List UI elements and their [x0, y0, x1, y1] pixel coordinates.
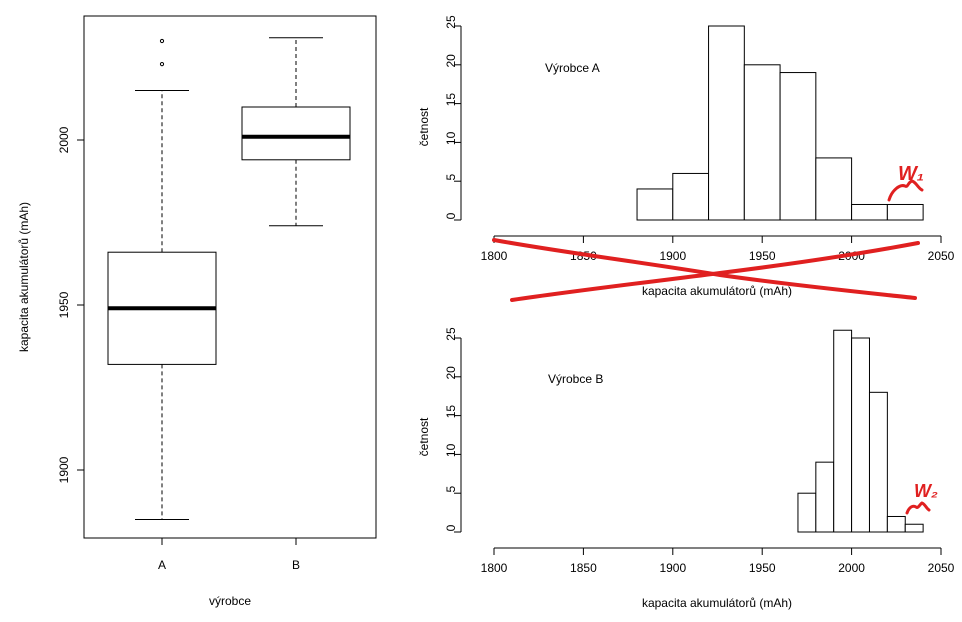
histogram-bar	[904, 523, 924, 533]
y-tick-label: 20	[444, 366, 458, 380]
y-tick-label: 10	[444, 443, 458, 457]
histogram-b-x-label: kapacita akumulátorů (mAh)	[642, 596, 792, 610]
x-tick-label: 1800	[481, 249, 508, 263]
box-A	[107, 38, 217, 520]
y-tick-label: 0	[444, 212, 458, 219]
histogram-bar	[868, 391, 888, 533]
y-tick-label: 25	[444, 15, 458, 29]
histogram-bar	[886, 515, 906, 533]
y-tick-label: 20	[444, 54, 458, 68]
boxplot-x-label: výrobce	[209, 594, 251, 608]
histogram-a-x-axis: 1800 1850 1900 1950 2000 2050	[481, 235, 955, 263]
y-tick-label: 5	[444, 486, 458, 493]
boxplot-y-label: kapacita akumulátorů (mAh)	[17, 202, 31, 352]
y-tick-label: 10	[444, 131, 458, 145]
cross-stroke-2	[510, 241, 920, 302]
boxplot-boxes	[107, 37, 351, 520]
outlier-point	[159, 38, 165, 44]
histogram-bar	[815, 157, 853, 221]
histogram-a-x-label: kapacita akumulátorů (mAh)	[642, 284, 792, 298]
histogram-bar	[636, 188, 674, 221]
x-tick-label: B	[292, 558, 300, 572]
x-tick-label: 1800	[481, 561, 508, 575]
y-tick-label: 25	[444, 327, 458, 341]
histogram-bar	[851, 203, 888, 221]
y-tick-label: 15	[444, 405, 458, 419]
histogram-a-y-axis: 0 5 10 15 20 25	[444, 15, 462, 221]
histogram-b-bars	[797, 329, 924, 533]
histogram-bar	[708, 25, 745, 221]
histogram-bar	[815, 461, 835, 533]
histogram-bar	[779, 72, 817, 221]
handwritten-annotations: W₁ W₂	[492, 163, 938, 515]
y-tick-label: 1950	[57, 291, 71, 318]
x-tick-label: 2050	[928, 561, 955, 575]
histogram-b-y-axis: 0 5 10 15 20 25	[444, 327, 462, 533]
histogram-a-bars	[636, 25, 924, 221]
iqr-box	[241, 106, 351, 161]
histogram-bar	[672, 172, 710, 221]
x-tick-label: A	[158, 558, 166, 572]
x-tick-label: 1950	[749, 249, 776, 263]
histogram-b-x-axis: 1800 1850 1900 1950 2000 2050	[481, 547, 955, 575]
histogram-bar	[743, 64, 781, 221]
brace-a	[887, 179, 924, 202]
histogram-bar	[797, 492, 817, 533]
y-tick-label: 1900	[57, 456, 71, 483]
brace-b	[905, 501, 931, 515]
box-B	[241, 37, 351, 227]
histogram-b-title: Výrobce B	[548, 372, 603, 386]
histogram-bar	[886, 203, 924, 221]
histogram-vyrobce-b: 0 5 10 15 20 25 1800 1850 1900 1950 2000 2050 Výro…	[417, 327, 955, 610]
annotation-label-b: W₂	[914, 481, 938, 501]
histogram-a-title: Výrobce A	[545, 61, 600, 75]
x-tick-label: 1950	[749, 561, 776, 575]
x-tick-label: 2000	[838, 561, 865, 575]
y-tick-label: 0	[444, 524, 458, 531]
boxplot-y-axis: 1900 1950 2000	[57, 126, 85, 483]
histogram-b-y-label: četnost	[417, 417, 431, 456]
y-tick-label: 2000	[57, 126, 71, 153]
annotation-label-a: W₁	[898, 163, 924, 185]
y-tick-label: 15	[444, 93, 458, 107]
x-tick-label: 1900	[659, 561, 686, 575]
outlier-point	[159, 62, 165, 67]
histogram-bar	[851, 337, 870, 533]
x-tick-label: 2050	[928, 249, 955, 263]
x-tick-label: 1850	[570, 561, 597, 575]
x-tick-label: 1900	[659, 249, 686, 263]
histogram-bar	[833, 329, 853, 533]
histogram-a-y-label: četnost	[417, 107, 431, 146]
y-tick-label: 5	[444, 174, 458, 181]
